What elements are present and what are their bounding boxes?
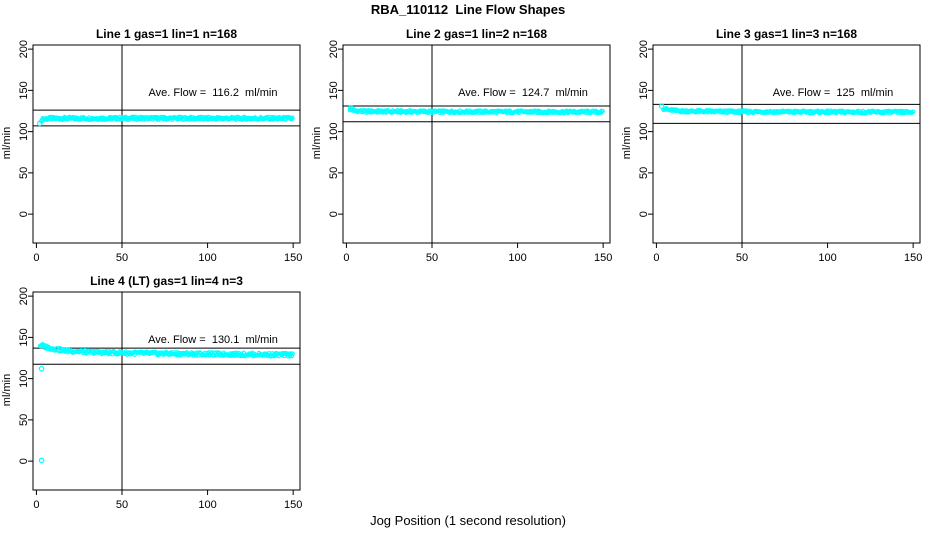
svg-text:150: 150 [638, 81, 650, 99]
plot-canvas-line-3: 0 50 100 150 0 50 100 150 200 [638, 40, 922, 264]
svg-text:100: 100 [638, 122, 650, 140]
x-axis-title: Jog Position (1 second resolution) [370, 513, 566, 528]
svg-text:150: 150 [328, 81, 340, 99]
svg-text:0: 0 [33, 252, 39, 264]
panel-line-3: Line 3 gas=1 lin=3 n=168 ml/min 0 50 100 15… [620, 13, 930, 264]
panel-title: Line 4 (LT) gas=1 lin=4 n=3 [90, 274, 243, 288]
svg-text:50: 50 [328, 167, 340, 179]
svg-text:100: 100 [818, 252, 836, 264]
svg-text:0: 0 [33, 499, 39, 511]
svg-text:150: 150 [904, 252, 922, 264]
svg-text:0: 0 [653, 252, 659, 264]
panel-title: Line 2 gas=1 lin=2 n=168 [405, 27, 548, 41]
plot-canvas-line-1: 0 50 100 150 0 50 100 150 200 [18, 40, 302, 264]
ave-flow-label: Ave. Flow = 125 ml/min [772, 87, 894, 99]
svg-text:0: 0 [328, 211, 340, 217]
ave-flow-label: Ave. Flow = 124.7 ml/min [458, 87, 588, 99]
svg-text:100: 100 [328, 122, 340, 140]
panel-title: Line 3 gas=1 lin=3 n=168 [715, 27, 858, 41]
svg-text:50: 50 [638, 167, 650, 179]
ave-flow-label: Ave. Flow = 130.1 ml/min [148, 334, 278, 346]
svg-text:150: 150 [284, 252, 302, 264]
svg-text:150: 150 [594, 252, 612, 264]
svg-text:150: 150 [18, 328, 30, 346]
svg-text:0: 0 [18, 211, 30, 217]
figure-title: RBA_110112 Line Flow Shapes [370, 2, 566, 17]
svg-text:100: 100 [198, 499, 216, 511]
svg-text:0: 0 [343, 252, 349, 264]
svg-text:100: 100 [18, 122, 30, 140]
svg-text:50: 50 [116, 252, 128, 264]
svg-text:200: 200 [18, 40, 30, 58]
plot-canvas-line-2: 0 50 100 150 0 50 100 150 200 [328, 40, 612, 264]
svg-text:200: 200 [18, 287, 30, 305]
svg-text:200: 200 [638, 40, 650, 58]
panel-line-2: Line 2 gas=1 lin=2 n=168 ml/min 0 50 100 15… [310, 13, 620, 264]
svg-text:150: 150 [284, 499, 302, 511]
svg-text:50: 50 [426, 252, 438, 264]
svg-text:100: 100 [198, 252, 216, 264]
svg-text:0: 0 [18, 458, 30, 464]
plot-canvas-line-4: 0 50 100 150 0 50 100 150 200 [18, 287, 302, 511]
svg-text:50: 50 [18, 167, 30, 179]
svg-text:100: 100 [18, 369, 30, 387]
svg-text:100: 100 [508, 252, 526, 264]
svg-text:0: 0 [638, 211, 650, 217]
svg-text:50: 50 [116, 499, 128, 511]
svg-text:50: 50 [736, 252, 748, 264]
svg-text:200: 200 [328, 40, 340, 58]
ave-flow-label: Ave. Flow = 116.2 ml/min [148, 87, 278, 99]
panel-line-4: Line 4 (LT) gas=1 lin=4 n=3 ml/min 0 50 10… [0, 260, 310, 511]
panel-title: Line 1 gas=1 lin=1 n=168 [95, 27, 238, 41]
svg-text:150: 150 [18, 81, 30, 99]
panel-line-1: Line 1 gas=1 lin=1 n=168 ml/min 0 50 100 15… [0, 13, 310, 264]
svg-text:50: 50 [18, 414, 30, 426]
